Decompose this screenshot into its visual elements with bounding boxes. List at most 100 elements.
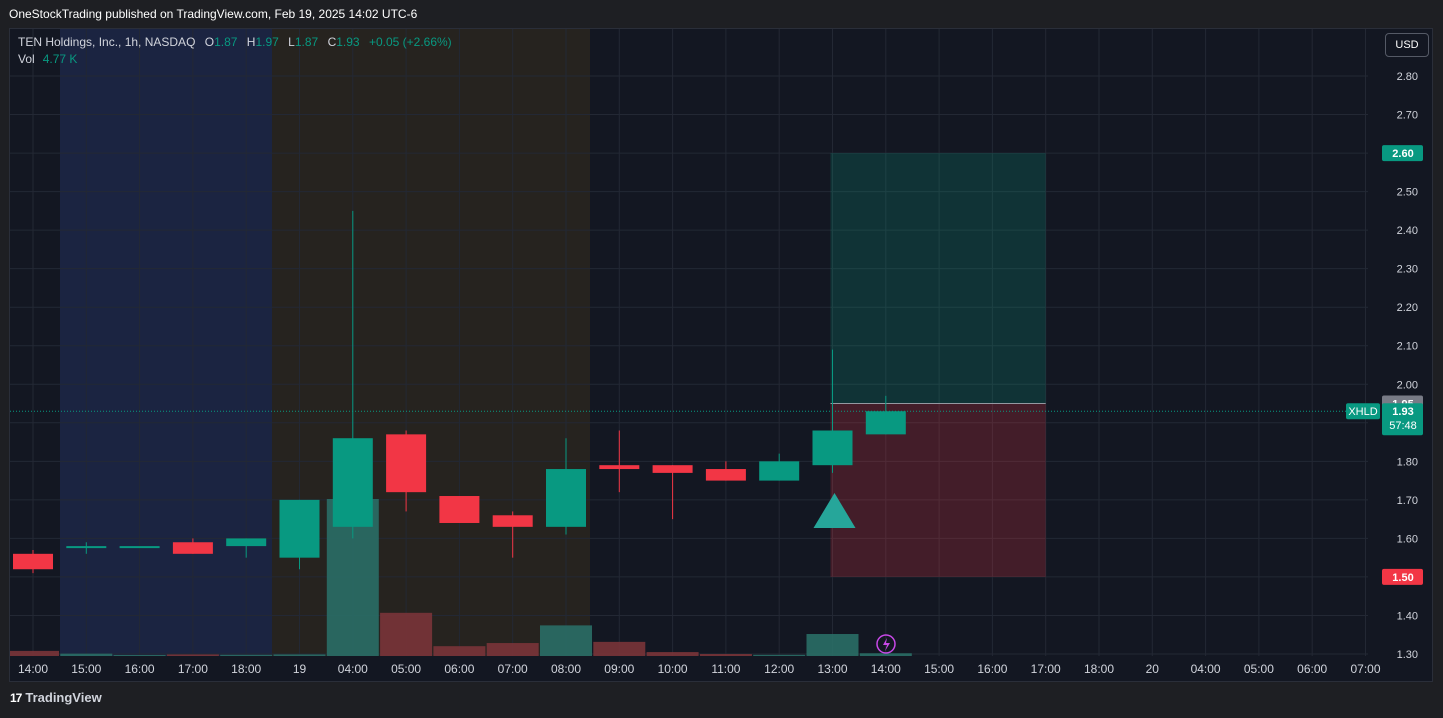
session-shade-premarket [272,29,590,656]
symbol-title: TEN Holdings, Inc., 1h, NASDAQ [18,35,196,49]
time-tick-label: 09:00 [604,662,634,676]
time-tick-label: 12:00 [764,662,794,676]
last-price-badge [1382,403,1423,436]
volume-bar [380,612,433,656]
time-tick-label: 06:00 [1297,662,1327,676]
time-tick-label: 14:00 [871,662,901,676]
brand-name: TradingView [25,690,102,705]
open-value: 1.87 [214,35,238,49]
price-tick-label: 2.10 [1397,341,1418,353]
symbol-legend: TEN Holdings, Inc., 1h, NASDAQ O1.87 H1.… [18,35,452,49]
open-label: O [204,35,215,49]
candle-body [865,411,906,435]
volume-value: 4.77 K [42,52,78,66]
candle-body [492,515,533,527]
time-tick-label: 17:00 [178,662,208,676]
price-tick-label: 2.80 [1397,71,1418,83]
target-price-badge-label: 2.60 [1392,148,1413,160]
volume-label: Vol [18,52,35,66]
price-tick-label: 2.30 [1397,264,1418,276]
flash-bolt-icon [883,638,890,651]
time-axis [10,656,1432,681]
candle-body [652,465,693,473]
price-tick-label: 2.20 [1397,302,1418,314]
volume-bar [10,650,59,656]
time-tick-label: 07:00 [498,662,528,676]
time-tick-label: 20 [1146,662,1160,676]
time-tick-label: 05:00 [391,662,421,676]
price-tick-label: 2.70 [1397,110,1418,122]
candle-body [546,469,586,527]
flash-event-icon [876,634,896,654]
volume-bar [593,641,646,656]
price-tick-label: 2.50 [1397,187,1418,199]
candle-body [599,465,640,470]
change-value: +0.05 (+2.66%) [368,35,452,49]
time-tick-label: 15:00 [924,662,954,676]
candle-body [812,430,853,466]
session-shade-blue [60,29,272,656]
time-tick-label: 06:00 [444,662,474,676]
candle-body [332,438,373,527]
countdown-value: 57:48 [1389,420,1417,432]
stop-price-badge [1382,568,1423,585]
time-tick-label: 10:00 [658,662,688,676]
high-label: H [246,35,256,49]
buy-signal-triangle [813,493,856,528]
position-target-zone [830,153,1046,404]
time-tick-label: 15:00 [71,662,101,676]
target-price-badge [1382,145,1423,162]
time-tick-label: 11:00 [711,662,740,676]
price-tick-label: 2.00 [1397,379,1418,391]
volume-bar [540,625,592,656]
candle-body [705,469,746,481]
price-tick-label: 1.60 [1397,533,1418,545]
price-chart[interactable]: 2.802.702.602.502.402.302.202.102.001.90… [10,29,1433,682]
time-tick-label: 04:00 [338,662,368,676]
price-tick-label: 2.40 [1397,225,1418,237]
time-tick-label: 18:00 [231,662,261,676]
volume-bar [60,653,113,656]
symbol-tag [1346,403,1380,420]
volume-bar [646,652,699,656]
volume-bar [806,634,859,656]
tradingview-icon: 17 [10,690,22,705]
position-stop-zone [830,403,1046,577]
publish-header: OneStockTrading published on TradingView… [0,0,1443,28]
candle-body [119,546,160,549]
time-tick-label: 05:00 [1244,662,1274,676]
time-tick-label: 16:00 [977,662,1007,676]
candle-body [439,496,480,523]
candle-body [66,546,107,549]
candle-body [279,499,320,558]
candle-body [386,434,427,493]
volume-bar [433,646,486,656]
chart-frame[interactable]: 2.802.702.602.502.402.302.202.102.001.90… [9,28,1433,682]
candle-body [226,538,267,547]
price-tick-label: 1.80 [1397,456,1418,468]
time-tick-label: 17:00 [1031,662,1061,676]
volume-bar [113,655,166,656]
time-tick-label: 19 [293,662,307,676]
tradingview-logo[interactable]: 17 TradingView [10,690,102,705]
symbol-tag-label: XHLD [1348,406,1377,418]
candle-body [13,553,53,570]
volume-bar [859,653,912,656]
volume-bar [166,654,219,656]
volume-bar [486,643,539,656]
currency-button[interactable]: USD [1385,33,1429,57]
candle-body [172,542,213,554]
volume-bar [273,654,326,656]
low-value: 1.87 [294,35,319,49]
time-tick-label: 08:00 [551,662,581,676]
candle-body [759,461,800,481]
price-tick-label: 1.40 [1397,610,1418,622]
time-tick-label: 13:00 [817,662,847,676]
low-label: L [288,35,295,49]
price-tick-label: 1.30 [1397,649,1418,661]
volume-bar [699,654,752,656]
publisher-text: OneStockTrading published on TradingView… [9,7,418,21]
high-value: 1.97 [255,35,279,49]
price-tick-label: 1.70 [1397,495,1418,507]
last-price-value: 1.93 [1392,406,1413,418]
